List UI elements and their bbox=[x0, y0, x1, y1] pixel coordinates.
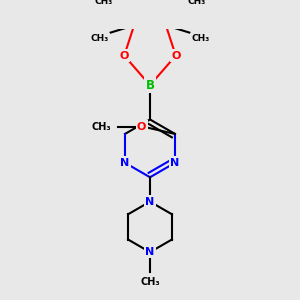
Text: CH₃: CH₃ bbox=[191, 34, 209, 43]
Text: O: O bbox=[171, 51, 180, 61]
Text: CH₃: CH₃ bbox=[91, 122, 111, 132]
Text: CH₃: CH₃ bbox=[91, 34, 109, 43]
Text: N: N bbox=[170, 158, 180, 168]
Text: O: O bbox=[137, 122, 146, 132]
Text: N: N bbox=[120, 158, 130, 168]
Text: N: N bbox=[146, 247, 154, 257]
Text: CH₃: CH₃ bbox=[188, 0, 206, 5]
Text: CH₃: CH₃ bbox=[140, 278, 160, 287]
Text: N: N bbox=[146, 196, 154, 207]
Text: O: O bbox=[120, 51, 129, 61]
Text: CH₃: CH₃ bbox=[94, 0, 112, 5]
Text: B: B bbox=[146, 79, 154, 92]
